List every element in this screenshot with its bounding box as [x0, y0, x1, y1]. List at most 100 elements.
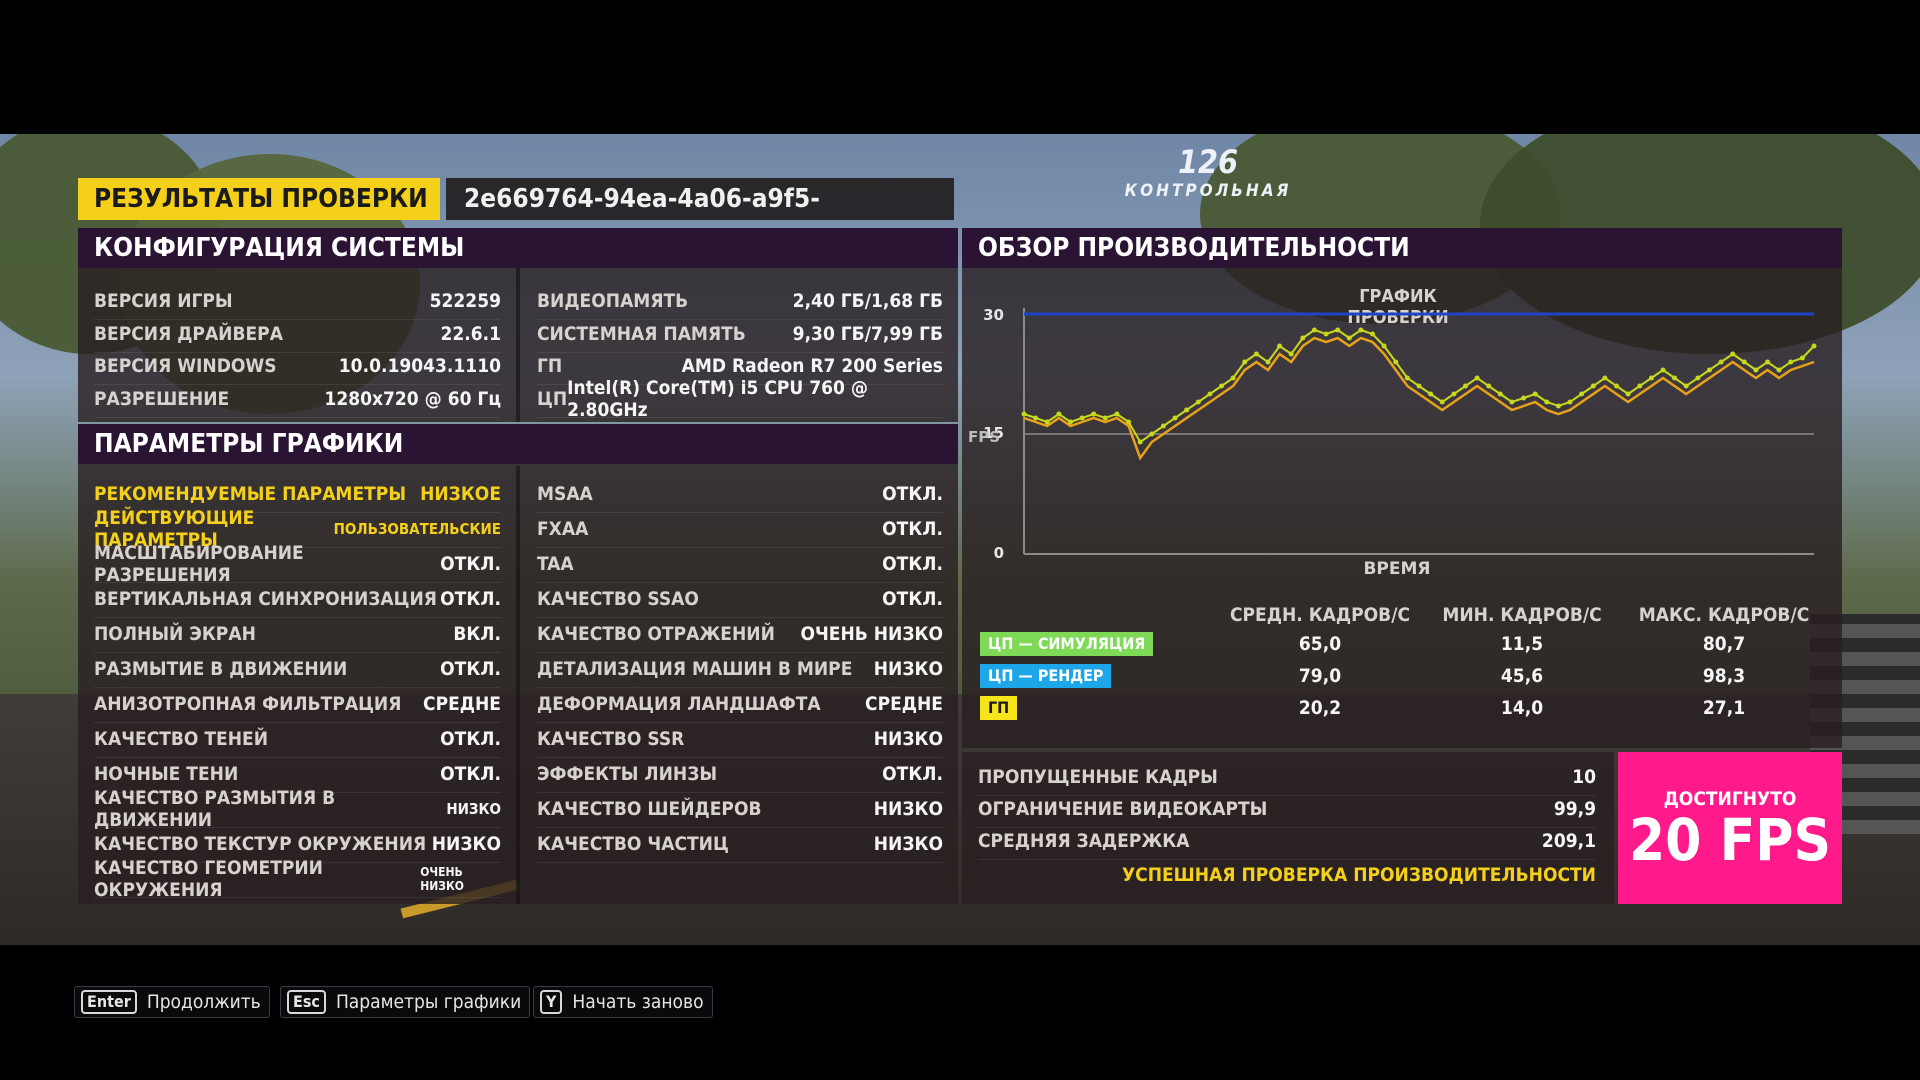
summary-row: СРЕДНЯЯ ЗАДЕРЖКА 209,1 — [978, 828, 1596, 854]
gfx-left-row-value: ОТКЛ. — [440, 553, 501, 575]
chart-ytick-0: 0 — [994, 544, 1004, 562]
sys-right-row-label: ЦП — [537, 387, 568, 410]
summary-row-label: ПРОПУЩЕННЫЕ КАДРЫ — [978, 766, 1218, 788]
gfx-right-row-value: ОТКЛ. — [882, 763, 943, 785]
gfx-left-row: РЕКОМЕНДУЕМЫЕ ПАРАМЕТРЫ НИЗКОЕ — [94, 481, 501, 507]
graphics-header: ПАРАМЕТРЫ ГРАФИКИ — [78, 424, 958, 464]
stat-min: 14,0 — [1500, 697, 1544, 719]
sys-left-row: ВЕРСИЯ ИГРЫ 522259 — [94, 288, 501, 314]
results-title: РЕЗУЛЬТАТЫ ПРОВЕРКИ — [78, 178, 440, 220]
sys-right-row-label: СИСТЕМНАЯ ПАМЯТЬ — [537, 322, 746, 345]
gfx-left-row-value: НИЗКОЕ — [420, 483, 501, 505]
fps-point — [1358, 327, 1364, 333]
gfx-right-row: TAA ОТКЛ. — [537, 551, 943, 577]
fps-point — [1695, 375, 1701, 381]
fps-point — [1033, 415, 1039, 421]
fps-point — [1114, 411, 1120, 417]
system-config-header: КОНФИГУРАЦИЯ СИСТЕМЫ — [78, 228, 958, 268]
chart-ytick-30: 30 — [983, 306, 1004, 324]
fps-point — [1311, 327, 1317, 333]
fps-point — [1160, 423, 1166, 429]
fps-point — [1532, 391, 1538, 397]
gfx-left-row-label: КАЧЕСТВО ТЕКСТУР ОКРУЖЕНИЯ — [94, 833, 427, 855]
fps-point — [1451, 391, 1457, 397]
fps-point — [1439, 399, 1445, 405]
fps-point — [1765, 359, 1770, 365]
summary-row-label: СРЕДНЯЯ ЗАДЕРЖКА — [978, 830, 1190, 852]
stat-min: 11,5 — [1500, 633, 1544, 655]
gfx-right-row-value: ОЧЕНЬ НИЗКО — [800, 623, 943, 645]
chart-xlabel: ВРЕМЯ — [1363, 559, 1430, 579]
gfx-left-row: ДЕЙСТВУЮЩИЕ ПАРАМЕТРЫ ПОЛЬЗОВАТЕЛЬСКИЕ — [94, 507, 501, 551]
key-icon: Y — [540, 990, 563, 1014]
gfx-left-row-value: ВКЛ. — [453, 623, 501, 645]
fps-point — [1753, 367, 1759, 373]
fps-point — [1195, 399, 1201, 405]
sys-right-row-value: Intel(R) Core(TM) i5 CPU 760 @ 2.80GHz — [567, 376, 868, 421]
fps-point — [1381, 343, 1387, 349]
gfx-right-row-label: ДЕФОРМАЦИЯ ЛАНДШАФТА — [537, 693, 821, 715]
gfx-right-row-value: НИЗКО — [873, 833, 943, 855]
fps-point — [1335, 327, 1341, 333]
gfx-right-row-value: СРЕДНЕ — [865, 693, 943, 715]
col-min-header: МИН. КАДРОВ/С — [1442, 604, 1602, 626]
stat-max: 27,1 — [1702, 697, 1746, 719]
hint-esc-button[interactable]: Esc Параметры графики — [280, 986, 531, 1018]
gfx-left-row-label: РЕКОМЕНДУЕМЫЕ ПАРАМЕТРЫ — [94, 483, 407, 505]
gfx-right-row-label: MSAA — [537, 483, 593, 505]
gfx-right-row-label: ЭФФЕКТЫ ЛИНЗЫ — [537, 763, 718, 785]
fps-point — [1021, 411, 1027, 417]
fps-point — [1346, 335, 1352, 341]
legend-tag: ЦП — РЕНДЕР — [980, 664, 1112, 688]
fps-point — [1242, 359, 1248, 365]
gfx-right-row: ДЕФОРМАЦИЯ ЛАНДШАФТА СРЕДНЕ — [537, 691, 943, 717]
hint-enter-button[interactable]: Enter Продолжить — [74, 986, 270, 1018]
gfx-left-row: КАЧЕСТВО ТЕКСТУР ОКРУЖЕНИЯ НИЗКО — [94, 831, 501, 857]
fps-point — [1416, 383, 1422, 389]
hint-label: Продолжить — [146, 991, 261, 1013]
gfx-right-row-value: НИЗКО — [873, 798, 943, 820]
fps-point — [1277, 343, 1283, 349]
fps-point — [1567, 399, 1573, 405]
summary-row-value: 99,9 — [1553, 798, 1596, 820]
gfx-left-row-value: СРЕДНЕ — [423, 693, 501, 715]
sys-left-row-value: 10.0.19043.1110 — [338, 355, 501, 377]
sys-left-row-label: ВЕРСИЯ ИГРЫ — [94, 290, 233, 312]
gfx-left-row: КАЧЕСТВО ТЕНЕЙ ОТКЛ. — [94, 726, 501, 752]
achieved-label: ДОСТИГНУТО — [1663, 788, 1797, 810]
stat-max: 98,3 — [1702, 665, 1746, 687]
gfx-right-row-label: FXAA — [537, 518, 589, 540]
hint-y-button[interactable]: Y Начать заново — [533, 986, 713, 1018]
gfx-right-row-value: НИЗКО — [873, 658, 943, 680]
fps-point — [1660, 367, 1666, 373]
fps-point — [1463, 383, 1468, 389]
fps-point — [1265, 359, 1271, 365]
gfx-left-row-value: ОТКЛ. — [440, 728, 501, 750]
gfx-right-row-label: ДЕТАЛИЗАЦИЯ МАШИН В МИРЕ — [537, 658, 853, 680]
gfx-left-row: КАЧЕСТВО ГЕОМЕТРИИ ОКРУЖЕНИЯ ОЧЕНЬ НИЗКО — [94, 857, 501, 901]
fps-point — [1219, 383, 1224, 389]
gfx-left-row-label: МАСШТАБИРОВАНИЕ РАЗРЕШЕНИЯ — [94, 542, 304, 586]
achieved-fps-box: ДОСТИГНУТО 20 FPS — [1618, 752, 1842, 904]
sys-right-row: ЦП Intel(R) Core(TM) i5 CPU 760 @ 2.80GHz — [537, 377, 943, 421]
gfx-left-row-label: АНИЗОТРОПНАЯ ФИЛЬТРАЦИЯ — [94, 693, 402, 715]
sys-left-row-label: ВЕРСИЯ WINDOWS — [94, 355, 277, 377]
sys-right-row-value: 2,40 ГБ/1,68 ГБ — [792, 290, 943, 312]
legend-tag: ГП — [980, 696, 1018, 720]
gfx-left-row: РАЗМЫТИЕ В ДВИЖЕНИИ ОТКЛ. — [94, 656, 501, 682]
gfx-right-row: MSAA ОТКЛ. — [537, 481, 943, 507]
fps-point — [1799, 355, 1805, 361]
fps-point — [1137, 439, 1143, 445]
sys-left-row: РАЗРЕШЕНИЕ 1280x720 @ 60 Гц — [94, 386, 501, 412]
fps-point — [1323, 331, 1329, 337]
gfx-right-row: КАЧЕСТВО ШЕЙДЕРОВ НИЗКО — [537, 796, 943, 822]
gfx-left-row: МАСШТАБИРОВАНИЕ РАЗРЕШЕНИЯ ОТКЛ. — [94, 542, 501, 586]
sys-right-row-label: ГП — [537, 355, 563, 377]
fps-point — [1706, 367, 1712, 373]
gfx-left-row: АНИЗОТРОПНАЯ ФИЛЬТРАЦИЯ СРЕДНЕ — [94, 691, 501, 717]
key-icon: Enter — [81, 990, 137, 1014]
gfx-right-row: ДЕТАЛИЗАЦИЯ МАШИН В МИРЕ НИЗКО — [537, 656, 943, 682]
legend-tag: ЦП — СИМУЛЯЦИЯ — [980, 632, 1154, 656]
fps-point — [1404, 375, 1410, 381]
gfx-right-row: КАЧЕСТВО SSR НИЗКО — [537, 726, 943, 752]
